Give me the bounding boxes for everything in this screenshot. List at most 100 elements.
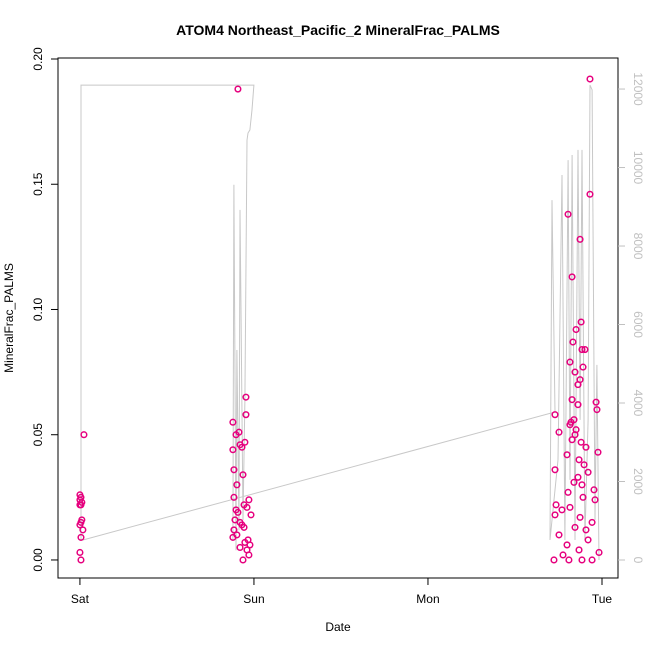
data-point xyxy=(552,501,560,509)
data-point xyxy=(239,471,247,479)
data-point xyxy=(568,273,576,281)
data-point xyxy=(563,451,571,459)
altitude-line xyxy=(80,84,600,561)
data-point xyxy=(576,235,584,243)
data-point xyxy=(591,496,599,504)
data-point xyxy=(577,318,585,326)
y-tick-label: 0.15 xyxy=(31,172,45,196)
y2-tick-label: 10000 xyxy=(631,151,645,185)
data-point xyxy=(571,431,579,439)
x-tick-label: Sun xyxy=(243,592,264,606)
data-point xyxy=(243,503,251,511)
data-point xyxy=(558,506,566,514)
data-point xyxy=(76,521,84,529)
data-point xyxy=(580,461,588,469)
data-point xyxy=(230,466,238,474)
data-point xyxy=(232,431,240,439)
data-point xyxy=(578,556,586,564)
data-point xyxy=(595,548,603,557)
data-point xyxy=(566,503,574,511)
data-point xyxy=(563,541,571,549)
data-point xyxy=(574,473,582,481)
data-point xyxy=(234,85,242,93)
data-point xyxy=(572,325,580,334)
data-point xyxy=(586,75,594,83)
data-point xyxy=(242,393,250,401)
data-point xyxy=(575,456,583,464)
data-point xyxy=(229,446,237,454)
data-point xyxy=(229,418,237,426)
x-tick-label: Tue xyxy=(592,592,613,606)
data-point xyxy=(234,508,242,516)
y-tick-label: 0.10 xyxy=(31,297,45,321)
data-point xyxy=(574,401,582,409)
y2-tick-label: 0 xyxy=(631,557,645,564)
data-point xyxy=(586,190,594,198)
data-point xyxy=(555,428,563,436)
data-point xyxy=(230,526,238,534)
data-point xyxy=(584,536,592,544)
data-point xyxy=(229,533,237,541)
data-point xyxy=(568,436,576,444)
data-point xyxy=(239,556,247,564)
data-point xyxy=(569,338,577,346)
data-point xyxy=(588,518,596,526)
y-tick-label: 0.00 xyxy=(31,548,45,572)
data-point xyxy=(550,556,558,564)
data-point xyxy=(240,523,248,531)
data-point xyxy=(575,546,583,554)
data-point xyxy=(245,496,253,504)
data-point xyxy=(77,533,85,541)
y2-tick-label: 8000 xyxy=(631,233,645,260)
data-point xyxy=(559,551,567,559)
data-point xyxy=(579,493,587,501)
data-point xyxy=(588,556,596,564)
data-point xyxy=(245,551,253,559)
data-point xyxy=(568,396,576,404)
data-point xyxy=(571,368,579,376)
data-point xyxy=(566,358,574,366)
x-tick-label: Mon xyxy=(416,592,439,606)
x-axis-label: Date xyxy=(325,620,351,634)
data-point xyxy=(79,526,87,534)
y2-tick-label: 6000 xyxy=(631,311,645,338)
data-point xyxy=(584,468,592,476)
data-point xyxy=(233,481,241,489)
data-point xyxy=(594,448,602,456)
data-point xyxy=(593,406,601,414)
y2-tick-label: 2000 xyxy=(631,468,645,495)
data-point xyxy=(551,511,559,519)
data-point xyxy=(578,481,586,489)
data-point xyxy=(571,523,579,531)
data-point xyxy=(570,478,578,486)
data-point xyxy=(592,398,600,406)
data-point xyxy=(247,511,255,519)
data-point xyxy=(551,466,559,474)
data-point xyxy=(555,531,563,539)
data-point xyxy=(577,438,585,446)
data-point xyxy=(76,501,84,509)
data-point xyxy=(582,443,590,451)
data-point xyxy=(238,443,246,451)
y-tick-label: 0.05 xyxy=(31,423,45,447)
data-point xyxy=(242,411,250,419)
y2-tick-label: 4000 xyxy=(631,390,645,417)
data-point xyxy=(246,541,254,549)
data-point xyxy=(576,513,584,521)
data-point xyxy=(574,381,582,389)
data-point xyxy=(590,486,598,494)
data-point xyxy=(565,556,573,564)
data-point xyxy=(581,346,589,354)
data-point xyxy=(564,488,572,496)
data-point xyxy=(551,411,559,419)
data-point xyxy=(76,548,84,557)
y2-tick-label: 12000 xyxy=(631,72,645,106)
data-point xyxy=(566,421,574,429)
y-axis-label: MineralFrac_PALMS xyxy=(2,263,16,373)
data-point xyxy=(578,346,586,354)
data-point xyxy=(582,526,590,534)
y-tick-label: 0.20 xyxy=(31,47,45,71)
data-point xyxy=(564,210,572,218)
data-point xyxy=(579,363,587,371)
